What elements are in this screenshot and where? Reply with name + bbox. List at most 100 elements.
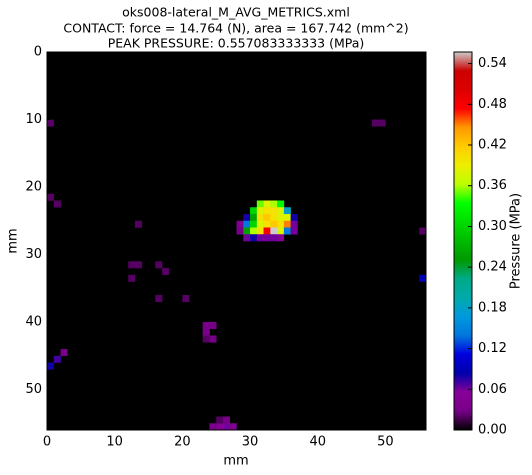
heat-cell xyxy=(290,214,298,222)
heat-cell xyxy=(277,234,285,242)
heat-cell xyxy=(263,200,271,208)
heat-cell xyxy=(155,295,163,303)
heat-cell xyxy=(53,355,61,363)
y-tick-label: 20 xyxy=(25,180,42,195)
heat-cell xyxy=(222,423,231,431)
plot-area xyxy=(47,52,426,430)
heat-cell xyxy=(250,214,258,222)
heat-cell xyxy=(216,423,224,431)
heat-cell xyxy=(134,220,143,228)
colorbar-tick-label: 0.42 xyxy=(478,138,507,153)
heat-cell xyxy=(182,295,190,303)
heat-cell xyxy=(60,349,68,357)
heat-cell xyxy=(290,227,298,235)
colorbar xyxy=(453,51,473,431)
heat-cell xyxy=(250,220,258,228)
heat-cell xyxy=(277,207,285,215)
colorbar-tick-label: 0.48 xyxy=(478,97,507,112)
heat-cell xyxy=(209,322,217,330)
colorbar-tick-label: 0.54 xyxy=(478,56,507,71)
heat-cell xyxy=(236,227,244,235)
heat-cell xyxy=(283,214,291,222)
heat-cell xyxy=(229,423,237,431)
heat-cell xyxy=(283,220,291,228)
heat-cell xyxy=(283,227,291,235)
heat-cell xyxy=(128,274,136,282)
heat-cell xyxy=(162,268,170,276)
heat-cell xyxy=(270,207,278,215)
heat-cell xyxy=(250,227,258,235)
colorbar-tick-label: 0.00 xyxy=(478,423,507,438)
heat-cell xyxy=(250,234,258,242)
heat-cell xyxy=(378,119,386,127)
heat-cell xyxy=(270,220,278,228)
heat-cell xyxy=(134,261,143,269)
heat-cell xyxy=(243,220,251,228)
x-tick-label: 10 xyxy=(106,435,123,450)
heat-cell xyxy=(263,207,271,215)
colorbar-label: Pressure (MPa) xyxy=(509,193,524,289)
heat-cell xyxy=(263,220,271,228)
x-tick-label: 0 xyxy=(43,435,51,450)
colorbar-tick-label: 0.12 xyxy=(478,341,507,356)
heat-cell xyxy=(243,214,251,222)
heat-cell xyxy=(250,207,258,215)
colorbar-tick-label: 0.36 xyxy=(478,178,507,193)
heat-cell xyxy=(209,335,217,343)
heat-cell xyxy=(270,234,278,242)
heat-cell xyxy=(209,423,217,431)
chart-title: oks008-lateral_M_AVG_METRICS.xml xyxy=(122,5,350,20)
heat-cell xyxy=(256,214,264,222)
heat-cell xyxy=(419,227,427,235)
colorbar-tick-label: 0.24 xyxy=(478,260,507,275)
colorbar-tick-label: 0.30 xyxy=(478,219,507,234)
heat-cell xyxy=(128,261,136,269)
heat-cell xyxy=(256,200,264,208)
y-axis-label: mm xyxy=(6,228,21,253)
heat-cell xyxy=(270,214,278,222)
heat-cell xyxy=(256,227,264,235)
heat-cell xyxy=(283,207,291,215)
colorbar-tick-label: 0.18 xyxy=(478,300,507,315)
heat-cell xyxy=(270,227,278,235)
heat-cell xyxy=(419,274,427,282)
heat-cell xyxy=(256,234,264,242)
heat-cell xyxy=(277,200,285,208)
x-tick-label: 30 xyxy=(242,435,259,450)
heat-cell xyxy=(371,119,379,127)
x-tick-label: 40 xyxy=(309,435,326,450)
chart-subtitle: PEAK PRESSURE: 0.557083333333 (MPa) xyxy=(108,36,365,51)
heat-cell xyxy=(47,362,55,370)
heat-cell xyxy=(270,200,278,208)
heat-cell xyxy=(263,227,271,235)
colorbar-tick-label: 0.06 xyxy=(478,382,507,397)
heat-cell xyxy=(222,416,231,424)
heat-cell xyxy=(243,234,251,242)
chart-subtitle: CONTACT: force = 14.764 (N), area = 167.… xyxy=(63,21,408,36)
plot-frame xyxy=(46,51,427,431)
y-tick-label: 40 xyxy=(25,315,42,330)
heat-cell xyxy=(277,214,285,222)
heat-cell xyxy=(202,322,210,330)
heat-cell xyxy=(47,193,55,201)
heat-cell xyxy=(53,200,61,208)
heat-cell xyxy=(202,335,210,343)
heat-cell xyxy=(277,227,285,235)
y-tick-label: 0 xyxy=(34,45,42,60)
heat-cell xyxy=(277,220,285,228)
heat-cell xyxy=(263,214,271,222)
heat-cell xyxy=(47,119,55,127)
heat-cell xyxy=(256,220,264,228)
heat-cell xyxy=(290,220,298,228)
x-tick-label: 20 xyxy=(174,435,191,450)
x-tick-label: 50 xyxy=(377,435,394,450)
heat-cell xyxy=(263,234,271,242)
y-tick-label: 10 xyxy=(25,112,42,127)
y-tick-label: 50 xyxy=(25,382,42,397)
y-tick-label: 30 xyxy=(25,247,42,262)
heat-cell xyxy=(216,416,224,424)
heat-cell xyxy=(236,220,244,228)
heat-cell xyxy=(243,227,251,235)
heat-cell xyxy=(256,207,264,215)
